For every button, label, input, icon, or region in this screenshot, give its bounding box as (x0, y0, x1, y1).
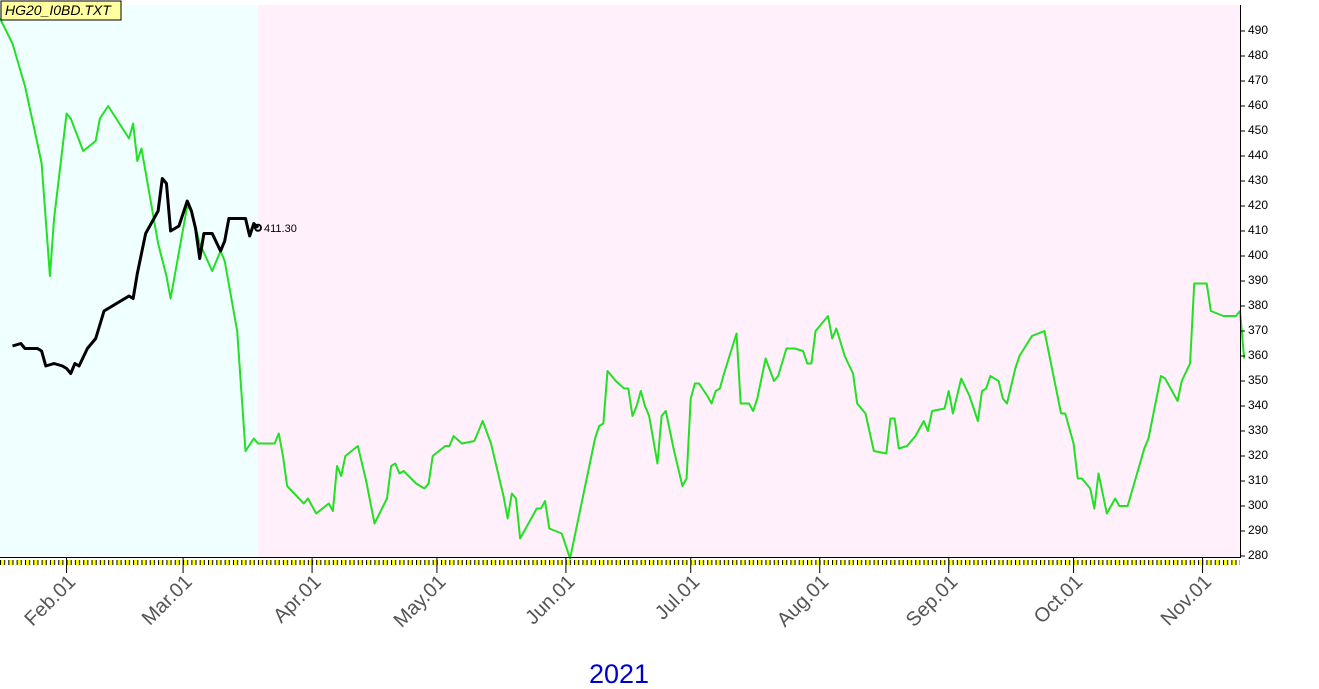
x-tick-label: May.01 (390, 571, 451, 632)
y-tick-label: 380 (1248, 298, 1268, 312)
title-box (0, 0, 122, 21)
y-tick-label: 410 (1248, 223, 1268, 237)
y-tick-label: 470 (1248, 73, 1268, 87)
background-region (257, 5, 1240, 557)
y-tick-label: 390 (1248, 273, 1268, 287)
y-tick-label: 350 (1248, 373, 1268, 387)
y-tick-label: 480 (1248, 48, 1268, 62)
line-series (12, 177, 260, 375)
y-tick-label: 450 (1248, 123, 1268, 137)
y-tick-label: 360 (1248, 348, 1268, 362)
x-tick-label: Feb.01 (21, 571, 81, 631)
x-tick-label: Apr.01 (269, 571, 325, 627)
background-regions (0, 5, 1240, 557)
y-tick-label: 340 (1248, 398, 1268, 412)
plot-area: 411.30 (0, 18, 1246, 560)
y-tick-label: 320 (1248, 448, 1268, 462)
x-tick-label: Mar.01 (138, 571, 197, 630)
line-series (0, 18, 1246, 560)
y-tick-label: 370 (1248, 323, 1268, 337)
value-label: 411.30 (264, 223, 297, 235)
y-tick-label: 400 (1248, 248, 1268, 262)
y-tick-label: 460 (1248, 98, 1268, 112)
y-tick-label: 430 (1248, 173, 1268, 187)
x-tick-label: Oct.01 (1030, 571, 1087, 628)
x-axis-label: 2021 (589, 659, 649, 689)
chart-title: HG20_I0BD.TXT (5, 2, 112, 18)
x-tick-label: Aug.01 (773, 571, 833, 631)
minor-ticks (0, 558, 1240, 565)
y-tick-label: 300 (1248, 498, 1268, 512)
y-tick-label: 310 (1248, 473, 1268, 487)
y-tick-label: 490 (1248, 23, 1268, 37)
y-tick-label: 330 (1248, 423, 1268, 437)
x-tick-label: Nov.01 (1157, 571, 1216, 630)
x-tick-label: Jul.01 (651, 571, 704, 624)
background-region (0, 5, 258, 557)
y-tick-label: 420 (1248, 198, 1268, 212)
x-tick-label: Sep.01 (902, 571, 962, 631)
y-tick-label: 280 (1248, 548, 1268, 562)
end-marker (253, 223, 262, 232)
x-tick-label: Jun.01 (521, 571, 579, 629)
y-tick-label: 440 (1248, 148, 1268, 162)
y-tick-label: 290 (1248, 523, 1268, 537)
